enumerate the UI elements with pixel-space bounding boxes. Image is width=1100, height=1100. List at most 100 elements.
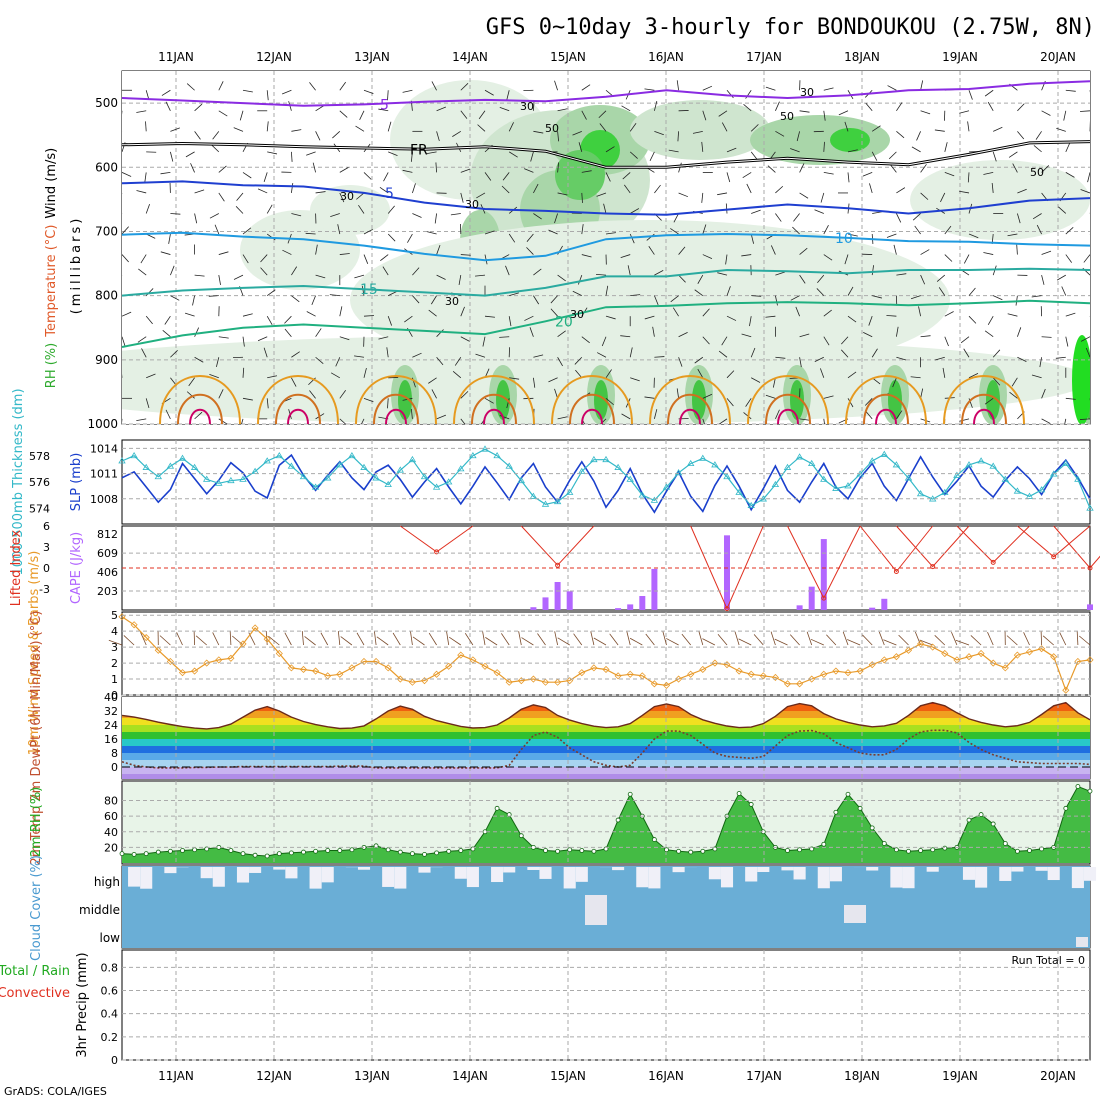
- wind10-barb: [176, 632, 183, 646]
- wind-barb: [1056, 274, 1067, 281]
- wind-barb: [649, 151, 655, 162]
- wind-barb: [621, 413, 631, 420]
- thickness-marker: [336, 461, 344, 468]
- wind-barb: [896, 356, 907, 361]
- wind-barb: [533, 377, 536, 388]
- cloud-clear-cell: [999, 867, 1012, 881]
- wind-barb: [533, 295, 540, 305]
- rh-contour-label: 30: [520, 100, 534, 113]
- rh2m-marker: [131, 852, 137, 857]
- temp-tick-label: 40: [104, 691, 118, 704]
- rh2m-marker: [942, 845, 948, 851]
- wind-barb: [355, 125, 365, 132]
- wind-barb: [959, 418, 970, 422]
- wind-barb: [309, 82, 316, 91]
- cloud-clear-cell: [236, 867, 250, 883]
- cloud-clear-cell: [164, 867, 177, 874]
- thickness-marker: [650, 496, 659, 503]
- wind10-barb: [446, 631, 450, 646]
- isotherm-loop: [287, 408, 309, 424]
- cloud-clear-cell: [781, 867, 794, 871]
- wind10-marker: [215, 656, 223, 664]
- upper-air-grid: [122, 71, 1090, 425]
- wind-barb: [484, 315, 495, 318]
- wind-barb: [726, 147, 737, 153]
- wind-barb: [959, 190, 970, 194]
- rh2m-marker: [652, 837, 657, 842]
- cloud-clear-cell: [563, 867, 576, 889]
- rh2m-marker: [797, 847, 802, 853]
- wind10-barb: [1042, 635, 1054, 646]
- wind-barb: [122, 192, 123, 194]
- wind-barb: [772, 377, 776, 388]
- wind-barb: [871, 151, 878, 161]
- wind-barb: [484, 172, 492, 181]
- wind-barb: [257, 336, 268, 342]
- thickness-marker: [469, 451, 477, 459]
- wind10-barbs: [108, 630, 1091, 646]
- rh2m-ylabel: 2m RH (%): [29, 787, 44, 858]
- wind-barb: [1007, 233, 1018, 237]
- wind10-marker: [517, 677, 525, 685]
- wind10-marker: [481, 662, 489, 670]
- wind-barb: [630, 208, 640, 214]
- temp-band: [122, 739, 1090, 746]
- wind-barb: [282, 249, 292, 255]
- wind10-marker: [203, 659, 211, 667]
- wind-barb: [363, 89, 374, 95]
- wind-barb: [792, 226, 800, 235]
- wind10-marker: [590, 664, 598, 672]
- isotherm-loop: [875, 408, 897, 424]
- day-label-bottom: 11JAN: [158, 1069, 194, 1083]
- wind-barb: [1064, 418, 1067, 424]
- wind10-barb: [373, 631, 377, 646]
- rh2m-marker: [543, 848, 548, 853]
- wind-barb: [122, 212, 123, 214]
- wind-barb: [1061, 286, 1067, 296]
- cape-bar: [724, 535, 730, 610]
- wind-barb: [1032, 213, 1042, 220]
- wind10-tick-label: 1: [111, 673, 118, 686]
- wind-barb: [484, 397, 494, 404]
- wind-barb: [644, 396, 655, 399]
- thickness-marker: [1062, 459, 1070, 467]
- isotherm-label: 15: [360, 282, 378, 298]
- wind10-marker: [433, 670, 441, 678]
- wind-barb: [1012, 163, 1018, 173]
- wind-barb: [775, 409, 780, 420]
- wind-barb: [122, 130, 123, 132]
- wind-barb: [938, 287, 946, 296]
- wind-barb: [291, 351, 300, 358]
- wind-barb: [263, 347, 268, 358]
- wind10-barb: [734, 631, 740, 646]
- rh2m-marker: [1002, 841, 1008, 846]
- wind-barb: [944, 142, 948, 152]
- wind-barb: [170, 265, 175, 276]
- wind-barb: [886, 315, 897, 317]
- wind10-marker: [396, 675, 404, 683]
- rh2m-marker: [748, 802, 754, 807]
- wind-barb: [823, 254, 833, 261]
- wind-barb: [796, 131, 800, 142]
- wind-barb: [554, 80, 558, 91]
- wind-barb: [863, 331, 873, 338]
- wind10-marker: [989, 659, 997, 667]
- thickness-marker: [227, 476, 235, 484]
- wind-barb: [194, 411, 203, 420]
- wind-barb: [315, 328, 322, 337]
- wind-barb: [242, 89, 253, 93]
- wind-barb: [790, 295, 800, 301]
- thickness-marker: [965, 461, 973, 468]
- wind-barb: [678, 274, 686, 283]
- wind-barb: [1017, 213, 1021, 224]
- pressure-ylabel: (millibars): [69, 216, 84, 315]
- wind10-barb: [428, 632, 437, 646]
- wind-barb: [718, 350, 728, 358]
- rh-blob: [692, 380, 706, 420]
- cloud-clear-cell: [382, 867, 395, 887]
- lifted-ylabel: Lifted Index: [9, 529, 24, 606]
- lifted-peak: [1017, 525, 1091, 558]
- rh-contour-labels: 30 30 30 30 30 50 50 50 30: [340, 86, 1044, 321]
- wind-barb: [354, 274, 365, 279]
